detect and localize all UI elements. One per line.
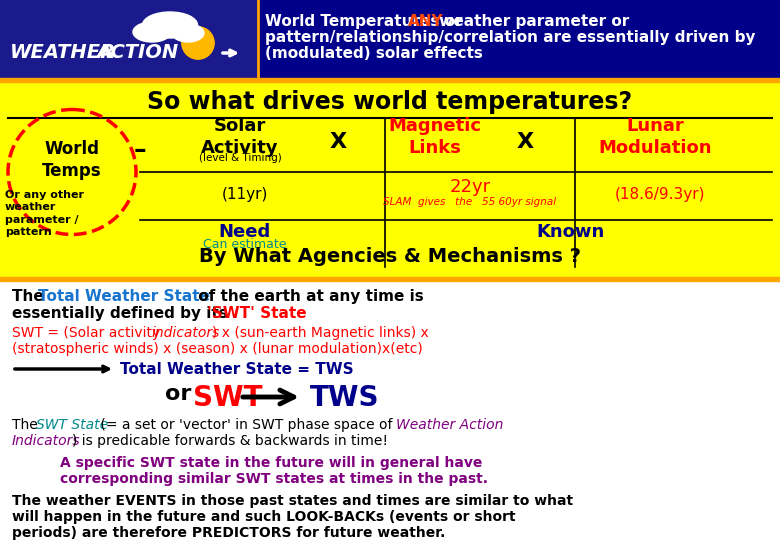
Text: A specific SWT state in the future will in general have: A specific SWT state in the future will … xyxy=(60,456,482,470)
Text: World Temperatures or: World Temperatures or xyxy=(265,14,468,29)
Text: essentially defined by its: essentially defined by its xyxy=(12,306,233,321)
Text: SLAM  gives   the   55 60yr signal: SLAM gives the 55 60yr signal xyxy=(384,197,557,207)
Text: (= a set or 'vector' in SWT phase space of: (= a set or 'vector' in SWT phase space … xyxy=(96,418,397,432)
Text: Can estimate: Can estimate xyxy=(204,239,287,252)
Text: By What Agencies & Mechanisms ?: By What Agencies & Mechanisms ? xyxy=(199,247,581,267)
Ellipse shape xyxy=(133,22,171,42)
Text: Known: Known xyxy=(536,223,604,241)
Circle shape xyxy=(182,27,214,59)
Bar xyxy=(0,0,780,78)
Text: (modulated) solar effects: (modulated) solar effects xyxy=(265,46,483,61)
Text: of the earth at any time is: of the earth at any time is xyxy=(193,289,424,304)
Text: Or any other
weather
parameter /
pattern: Or any other weather parameter / pattern xyxy=(5,190,84,237)
Text: Solar
Activity: Solar Activity xyxy=(201,117,278,157)
Text: indicators: indicators xyxy=(152,326,221,340)
Text: (stratospheric winds) x (season) x (lunar modulation)x(etc): (stratospheric winds) x (season) x (luna… xyxy=(12,342,423,356)
Text: X: X xyxy=(329,132,346,152)
Circle shape xyxy=(182,27,214,59)
Text: pattern/relationship/correlation are essentially driven by: pattern/relationship/correlation are ess… xyxy=(265,30,756,45)
Bar xyxy=(0,78,780,82)
Text: WEATHER: WEATHER xyxy=(10,43,116,62)
Text: Weather Action: Weather Action xyxy=(396,418,503,432)
Text: Lunar
Modulation: Lunar Modulation xyxy=(598,117,711,157)
Text: Total Weather State: Total Weather State xyxy=(38,289,210,304)
Text: will happen in the future and such LOOK-BACKs (events or short: will happen in the future and such LOOK-… xyxy=(12,510,516,524)
Text: 22yr: 22yr xyxy=(449,178,491,196)
Text: The: The xyxy=(12,289,49,304)
Text: ) is predicable forwards & backwards in time!: ) is predicable forwards & backwards in … xyxy=(72,434,388,448)
Text: ACTION: ACTION xyxy=(96,43,179,62)
Text: SWT State: SWT State xyxy=(36,418,108,432)
Ellipse shape xyxy=(172,24,204,42)
Text: Need: Need xyxy=(219,223,271,241)
Text: World
Temps: World Temps xyxy=(42,140,102,180)
Bar xyxy=(0,281,780,540)
Text: corresponding similar SWT states at times in the past.: corresponding similar SWT states at time… xyxy=(60,472,488,486)
Text: 'SWT' State: 'SWT' State xyxy=(207,306,307,321)
Text: or: or xyxy=(165,384,199,404)
Text: ) x (sun-earth Magnetic links) x: ) x (sun-earth Magnetic links) x xyxy=(212,326,429,340)
Text: Indicators: Indicators xyxy=(12,434,80,448)
Text: SWT = (Solar activity: SWT = (Solar activity xyxy=(12,326,165,340)
Text: weather parameter or: weather parameter or xyxy=(434,14,629,29)
Text: X: X xyxy=(516,132,534,152)
Text: Magnetic
Links: Magnetic Links xyxy=(388,117,481,157)
Bar xyxy=(0,0,258,78)
Text: TWS: TWS xyxy=(310,384,380,412)
Text: (18.6/9.3yr): (18.6/9.3yr) xyxy=(615,186,705,201)
Bar xyxy=(0,277,780,281)
Text: (level & Timing): (level & Timing) xyxy=(199,153,282,163)
Text: SWT: SWT xyxy=(193,384,263,412)
Bar xyxy=(0,82,780,277)
Text: (11yr): (11yr) xyxy=(222,186,268,201)
Text: So what drives world temperatures?: So what drives world temperatures? xyxy=(147,90,633,114)
Text: –: – xyxy=(133,138,147,162)
Ellipse shape xyxy=(143,12,197,38)
Text: periods) are therefore PREDICTORS for future weather.: periods) are therefore PREDICTORS for fu… xyxy=(12,526,445,540)
Text: The: The xyxy=(12,418,42,432)
Text: The weather EVENTS in those past states and times are similar to what: The weather EVENTS in those past states … xyxy=(12,494,573,508)
Text: Total Weather State = TWS: Total Weather State = TWS xyxy=(120,362,353,377)
Text: ANY: ANY xyxy=(408,14,444,29)
